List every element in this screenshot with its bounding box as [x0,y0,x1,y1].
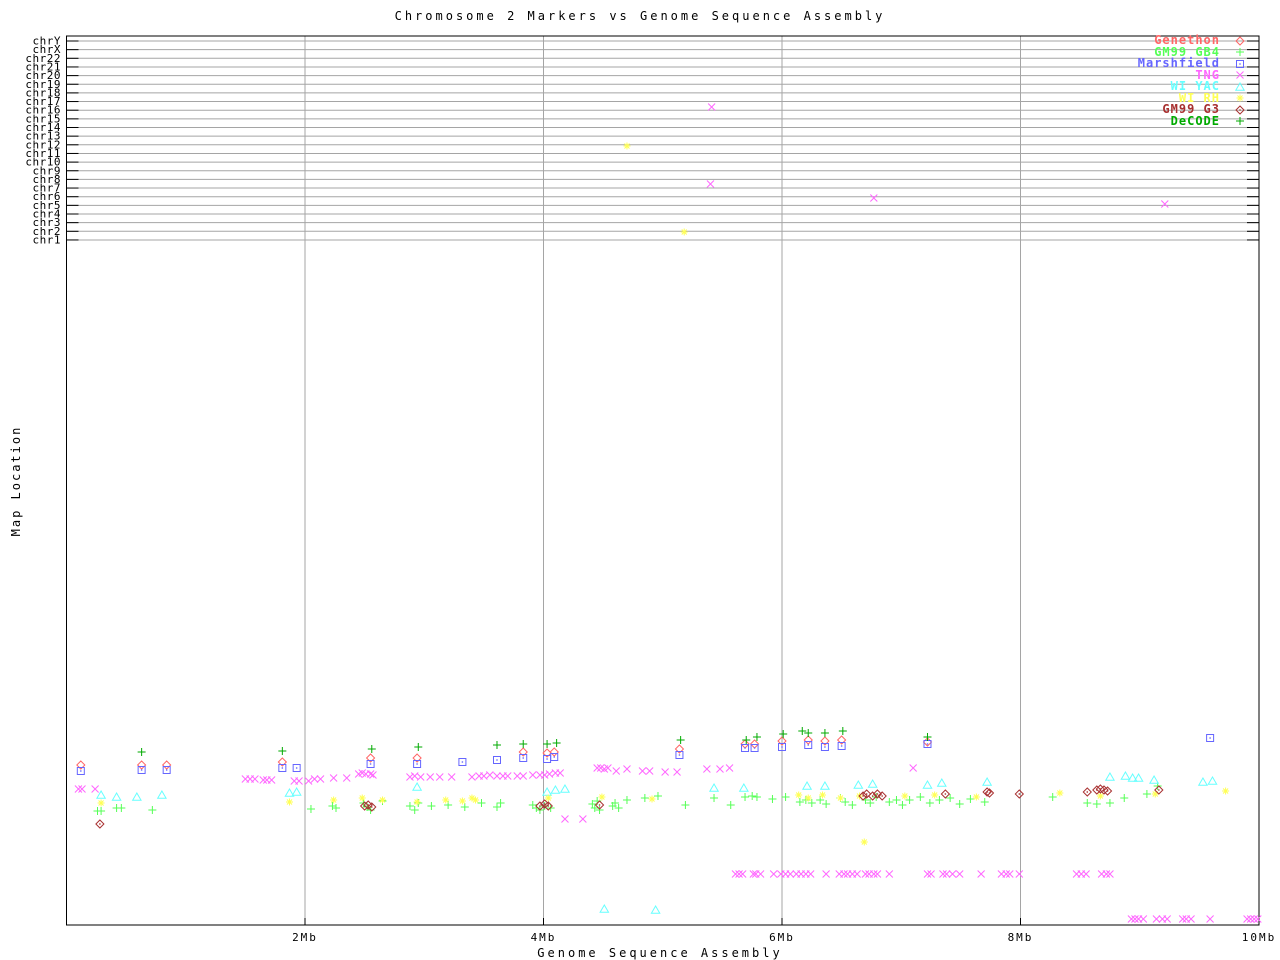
legend-item-gm99-g3: GM99 G3 [1030,102,1248,116]
chromosome-gridlines: chrYchrXchr22chr21chr20chr19chr18chr17ch… [25,35,1259,246]
tng-marker-icon [1236,71,1244,80]
chart-title: Chromosome 2 Markers vs Genome Sequence … [394,9,886,23]
legend: Genethon GM99 GB4 Marshfield TNG WI YAC WI RH… [1030,33,1248,128]
x-tick-label: 10Mb [1242,931,1277,944]
legend-label: WI YAC [1170,79,1220,93]
legend-item-wi-yac: WI YAC [1030,79,1248,93]
chromosome-label: chr13 [25,130,61,143]
chromosome-label: chr18 [25,86,61,99]
wi-yac-marker-icon [1234,81,1246,91]
series-decode-points [137,727,932,756]
chromosome-label: chr15 [25,112,61,125]
legend-item-marshfield: Marshfield [1030,56,1248,70]
marshfield-marker-icon [1236,59,1244,68]
x-tick-label: 4Mb [531,931,557,944]
chromosome-label: chr16 [25,104,61,117]
legend-label: Marshfield [1137,56,1220,70]
chromosome-label: chr21 [25,60,61,73]
chromosome-label: chr12 [25,138,61,151]
series-marshfield-points [76,734,1215,775]
chromosome-label: chr22 [25,52,61,65]
legend-label: TNG [1195,67,1220,82]
x-tick-label: 6Mb [769,931,795,944]
series-tng-points [74,103,1262,923]
legend-item-tng: TNG [1030,67,1248,82]
series-wi-rh-points [97,142,1230,846]
x-gridlines-and-ticks: 2Mb 4Mb 6Mb 8Mb 10Mb [292,36,1277,944]
chromosome-label: chrY [33,35,62,48]
chromosome-label: chr11 [25,147,61,160]
x-tick-label: 2Mb [292,931,318,944]
chromosome-label: chr9 [33,164,62,177]
legend-label: GM99 GB4 [1154,44,1220,59]
series-gm99-gb4-points [93,782,1162,815]
chromosome-label: chr20 [25,69,61,82]
chromosome-label: chr19 [25,78,61,91]
legend-label: WI RH [1178,90,1220,105]
chromosome-label: chr5 [33,199,62,212]
chromosome-label: chr17 [25,95,61,108]
chromosome-label: chr14 [25,121,61,134]
legend-item-wi-rh: WI RH [1030,90,1248,105]
x-axis-label: Genome Sequence Assembly [537,946,783,960]
plot-border [66,35,1260,926]
legend-label: Genethon [1154,33,1220,47]
legend-label: GM99 G3 [1162,102,1220,116]
series-genethon-points [76,735,933,770]
legend-item-genethon: Genethon [1030,33,1248,47]
legend-item-decode: DeCODE [1030,113,1248,128]
decode-marker-icon [1236,117,1244,126]
x-tick-label: 8Mb [1008,931,1034,944]
chromosome-label: chr4 [33,208,62,221]
chromosome-label: chr10 [25,156,61,169]
chromosome-label: chr2 [33,225,62,238]
gm99-g3-marker-icon [1235,105,1245,115]
chromosome-label: chr7 [33,182,62,195]
chromosome-label: chrX [33,43,62,56]
genethon-marker-icon [1235,36,1245,46]
gm99-gb4-marker-icon [1236,48,1244,57]
chromosome-label: chr6 [33,190,62,203]
chromosome-label: chr1 [33,233,62,246]
series-wi-yac-points [96,771,1218,914]
wi-rh-marker-icon [1236,94,1244,102]
chromosome-label: chr8 [33,173,62,186]
chromosome-label: chr3 [33,216,62,229]
series-gm99-g3-points [95,784,1164,829]
legend-label: DeCODE [1170,113,1220,128]
legend-item-gm99-gb4: GM99 GB4 [1030,44,1248,59]
